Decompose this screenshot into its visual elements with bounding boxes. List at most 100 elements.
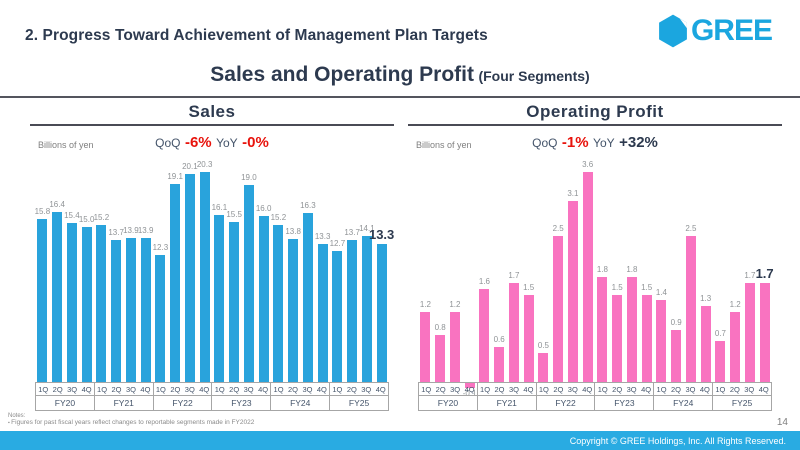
bar-value-label: 1.3 <box>700 294 712 304</box>
bar-FY20-3Q <box>66 222 77 382</box>
bar-value-label: 19.0 <box>241 173 257 183</box>
quarter-tick-label: 2Q <box>435 385 446 394</box>
bar-FY21-3Q <box>125 238 136 382</box>
bar-value-label: 13.7 <box>344 228 360 238</box>
quarter-tick-label: 1Q <box>656 385 667 394</box>
quarter-tick-label: 1Q <box>332 385 343 394</box>
fiscal-year-tick-label: FY23 <box>231 398 252 408</box>
bar-value-label: 15.2 <box>270 212 287 222</box>
quarter-tick-label: 1Q <box>155 385 166 394</box>
bar-FY23-4Q <box>258 216 269 382</box>
bar-FY24-1Q <box>273 224 284 382</box>
page-number: 14 <box>776 417 788 428</box>
sales-unit-label: Billions of yen <box>38 140 94 150</box>
bar-FY24-2Q <box>288 239 299 382</box>
bar-value-label: 1.5 <box>611 282 623 292</box>
bar-FY20-1Q <box>37 218 48 382</box>
bar-value-label: 16.4 <box>49 200 65 210</box>
bar-FY22-3Q <box>184 174 195 382</box>
bar-value-label: 1.2 <box>729 300 741 309</box>
axis-group-FY22: 1Q 2Q 3Q 4Q FY22 <box>536 382 596 411</box>
bar-FY20-2Q <box>435 335 446 382</box>
quarter-tick-label: 3Q <box>567 385 578 394</box>
bar-value-label: 20.3 <box>196 160 213 169</box>
bar-value-label: 0.8 <box>434 323 446 333</box>
quarter-tick-label: 3Q <box>184 385 195 394</box>
bar-value-label: 1.8 <box>626 265 638 274</box>
quarter-tick-label: 1Q <box>480 385 491 394</box>
bar-FY21-1Q <box>96 224 107 382</box>
op-delta-line: QoQ -1% YoY +32% <box>408 134 782 152</box>
axis-group-FY24: 1Q 2Q 3Q 4Q FY24 <box>271 382 331 411</box>
bar-value-label: 0.7 <box>714 329 726 339</box>
quarter-tick-label: 1Q <box>421 385 432 394</box>
bar-FY24-4Q <box>700 306 711 382</box>
sales-yoy-label: YoY <box>216 136 238 150</box>
quarter-tick-label: 2Q <box>729 385 740 394</box>
bar-FY21-2Q <box>111 240 122 382</box>
bar-FY22-1Q <box>538 352 549 382</box>
axis-group-FY23: 1Q 2Q 3Q 4Q FY23 <box>212 382 272 411</box>
sales-meta-row: Billions of yen QoQ -6% YoY -0% <box>30 132 394 158</box>
sales-qoq-label: QoQ <box>155 136 181 150</box>
sales-chart-canvas: 15.8 16.4 15.4 15.0 15.2 13.7 13.9 13.9 12.3 19.1… <box>35 158 394 382</box>
bar-value-label: 16.0 <box>255 204 272 214</box>
bar-FY22-4Q <box>582 172 593 382</box>
slide-title: 2. Progress Toward Achievement of Manage… <box>25 27 488 44</box>
quarter-tick-label: 1Q <box>273 385 284 394</box>
bar-FY20-2Q <box>52 212 63 382</box>
fiscal-year-tick-label: FY25 <box>731 398 753 408</box>
bar-FY21-4Q <box>140 238 151 382</box>
quarter-tick-label: 1Q <box>715 385 726 394</box>
op-meta-row: Billions of yen QoQ -1% YoY +32% <box>408 132 782 158</box>
quarter-tick-label: 4Q <box>140 385 151 394</box>
bar-value-label: 0.6 <box>493 335 505 344</box>
quarter-tick-label: 4Q <box>258 385 269 394</box>
op-qoq-value: -1% <box>561 134 589 151</box>
bar-FY23-2Q <box>612 294 623 382</box>
bar-value-label: 3.6 <box>582 160 594 169</box>
quarter-tick-label: 3Q <box>125 385 136 394</box>
bar-value-label: 2.5 <box>552 224 564 234</box>
bar-value-label: 1.4 <box>655 288 667 298</box>
footer-bar: Copyright © GREE Holdings, Inc. All Righ… <box>0 431 800 450</box>
quarter-tick-label: 3Q <box>450 385 461 394</box>
quarter-tick-label: 2Q <box>553 385 564 394</box>
op-yoy-value: +32% <box>619 134 658 151</box>
bar-FY25-2Q <box>347 240 358 382</box>
quarter-tick-label: 4Q <box>199 385 210 394</box>
bar-FY22-2Q <box>170 184 181 382</box>
bar-value-label: 13.3 <box>314 232 331 242</box>
op-unit-label: Billions of yen <box>416 140 472 150</box>
sales-yoy-value: -0% <box>242 134 269 151</box>
bar-FY24-1Q <box>656 300 667 382</box>
quarter-tick-label: 1Q <box>597 385 608 394</box>
bar-FY24-2Q <box>671 329 682 382</box>
bar-FY20-1Q <box>420 312 431 382</box>
bar-value-label: 13.8 <box>285 227 301 237</box>
bar-value-label: 12.7 <box>329 238 346 248</box>
bar-FY24-3Q <box>302 213 313 382</box>
quarter-tick-label: 3Q <box>685 385 696 394</box>
axis-group-FY22: 1Q 2Q 3Q 4Q FY22 <box>153 382 213 411</box>
quarter-tick-label: 4Q <box>81 385 92 394</box>
bar-value-label: 2.5 <box>685 224 697 234</box>
bar-FY25-4Q <box>376 244 387 382</box>
bar-FY23-3Q <box>626 277 637 382</box>
bar-FY22-1Q <box>155 254 166 382</box>
fiscal-year-tick-label: FY23 <box>614 398 635 408</box>
quarter-tick-label: 4Q <box>641 385 652 394</box>
bar-value-label: 1.5 <box>523 282 535 292</box>
bar-FY20-4Q <box>81 226 92 382</box>
sales-chart-title: Sales <box>188 102 236 121</box>
op-qoq-label: QoQ <box>532 136 558 150</box>
quarter-tick-label: 3Q <box>302 385 313 394</box>
bar-FY25-1Q <box>332 250 343 382</box>
quarter-tick-label: 3Q <box>626 385 637 394</box>
quarter-tick-label: 2Q <box>346 385 357 394</box>
bar-FY24-4Q <box>317 244 328 382</box>
subtitle-suffix: (Four Segments) <box>478 68 590 84</box>
bar-FY24-3Q <box>685 236 696 382</box>
fiscal-year-tick-label: FY24 <box>673 398 694 408</box>
bar-value-label: 13.9 <box>137 226 154 236</box>
